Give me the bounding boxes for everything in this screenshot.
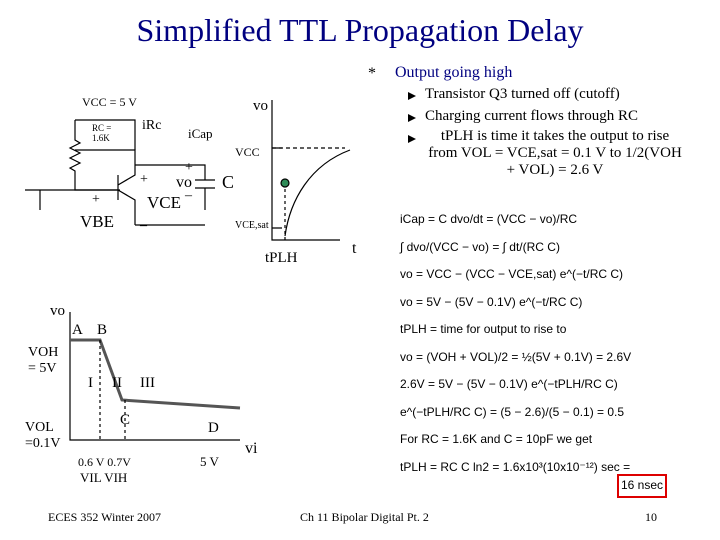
label: iCap: [188, 126, 213, 141]
label: VCC: [235, 145, 260, 159]
transfer-curve: [70, 338, 241, 410]
label: C: [222, 172, 235, 192]
equation: tPLH = RC C ln2 = 1.6x10³(10x10⁻¹²) sec …: [400, 459, 631, 474]
footer-center: Ch 11 Bipolar Digital Pt. 2: [300, 510, 429, 524]
label: I: [88, 375, 93, 391]
equation: vo = VCC − (VCC − VCE,sat) e^(−t/RC C): [400, 267, 624, 281]
equation: For RC = 1.6K and C = 10pF we get: [400, 432, 593, 446]
sign: +: [92, 192, 100, 207]
wires: [25, 119, 215, 226]
transistor: [39, 149, 136, 225]
label: VIL VIH: [80, 470, 128, 485]
label: VBE: [80, 212, 114, 231]
label: vo: [176, 174, 192, 191]
equation: vo = 5V − (5V − 0.1V) e^(−t/RC C): [400, 294, 583, 309]
sign: –: [140, 218, 147, 233]
sign: +: [140, 172, 148, 187]
equation: ∫ dvo/(VCC − vo) = ∫ dt/(RC C): [400, 239, 560, 254]
label: III: [140, 375, 155, 391]
answer-box: [617, 474, 667, 498]
label: A: [72, 322, 83, 338]
label: iRc: [142, 118, 162, 133]
footer-left: ECES 352 Winter 2007: [48, 510, 161, 524]
equation: e^(−tPLH/RC C) = (5 − 2.6)/(5 − 0.1) = 0…: [400, 404, 625, 419]
label: vo: [253, 98, 268, 114]
sign: +: [185, 160, 193, 175]
transfer-axes: [69, 312, 240, 441]
title: Simplified TTL Propagation Delay: [136, 12, 584, 48]
equation: iCap = C dvo/dt = (VCC − vo)/RC: [400, 212, 578, 226]
label: VOL =0.1V: [25, 420, 61, 451]
label: VCE,sat: [235, 220, 269, 231]
equation: tPLH = time for output to rise to: [400, 322, 567, 336]
bullet-arrows: [408, 92, 416, 143]
bullet: Transistor Q3 turned off (cutoff): [425, 86, 620, 102]
heading: Output going high: [395, 64, 513, 81]
bullet-marker: *: [368, 65, 376, 82]
equation: 16 nsec: [621, 478, 664, 492]
bullet: Charging current flows through RC: [425, 108, 639, 124]
label: II: [112, 375, 122, 391]
equation: 2.6V = 5V − (5V − 0.1V) e^(−tPLH/RC C): [400, 377, 618, 391]
label: D: [208, 420, 219, 436]
half-point: [280, 178, 290, 188]
label: vo: [50, 303, 65, 319]
label: VCE: [147, 193, 181, 212]
region-lines: [99, 340, 126, 440]
label: VOH = 5V: [28, 345, 59, 376]
ticks: [272, 147, 282, 229]
footer-right: 10: [645, 510, 657, 524]
label: 0.6 V 0.7V: [78, 455, 131, 469]
label: B: [97, 322, 108, 338]
label: C: [120, 412, 131, 428]
label: tPLH: [265, 250, 298, 266]
bullet: tPLH is time it takes the output to rise…: [428, 128, 682, 178]
label: vi: [245, 440, 258, 457]
waveform-curve: [284, 149, 351, 237]
label: VCC = 5 V: [82, 95, 137, 109]
sign: –: [185, 188, 192, 203]
label: RC = 1.6K: [92, 123, 112, 143]
resistor: [68, 120, 118, 191]
label: 5 V: [200, 454, 219, 469]
label: t: [352, 240, 357, 257]
equation: vo = (VOH + VOL)/2 = ½(5V + 0.1V) = 2.6V: [400, 349, 632, 364]
waveform-axes: [271, 100, 340, 241]
